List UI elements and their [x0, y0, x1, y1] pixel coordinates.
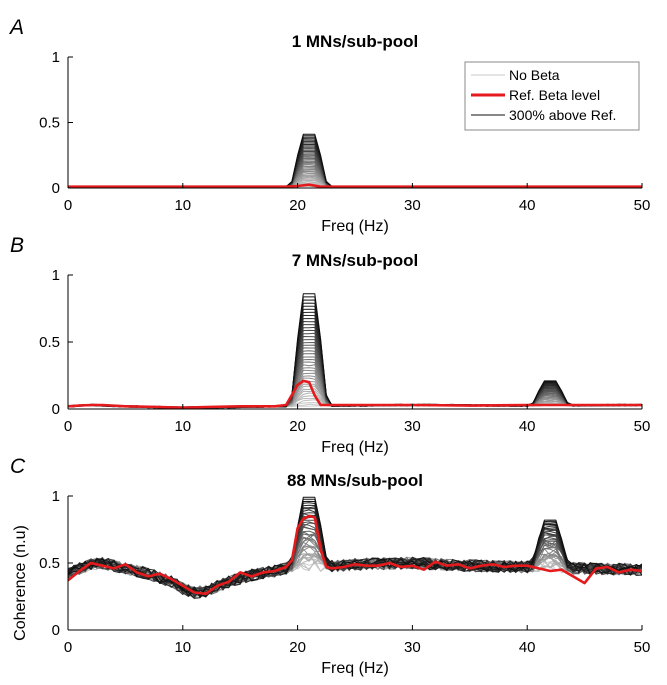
- y-tick-label: 0.5: [39, 115, 60, 132]
- coherence-curve: [68, 155, 642, 188]
- plot-area: [68, 133, 642, 188]
- coherence-curve: [68, 136, 642, 188]
- coherence-curve: [68, 163, 642, 188]
- x-tick-label: 50: [634, 197, 651, 214]
- coherence-curve: [68, 157, 642, 188]
- x-tick-label: 50: [634, 639, 651, 656]
- x-tick-label: 40: [519, 418, 536, 435]
- coherence-curve: [68, 135, 642, 188]
- coherence-curve: [68, 152, 642, 188]
- y-tick-label: 0: [52, 401, 60, 418]
- coherence-curve: [68, 496, 642, 599]
- x-tick-label: 0: [64, 639, 72, 656]
- y-tick-label: 1: [52, 488, 60, 505]
- coherence-curve: [68, 133, 642, 188]
- legend-label: Ref. Beta level: [509, 87, 600, 103]
- x-tick-label: 30: [404, 197, 421, 214]
- x-tick-label: 20: [289, 639, 306, 656]
- x-tick-label: 10: [174, 639, 191, 656]
- x-tick-label: 10: [174, 197, 191, 214]
- legend-label: 300% above Ref.: [509, 107, 616, 123]
- x-axis-label: Freq (Hz): [321, 218, 389, 235]
- x-tick-label: 20: [289, 197, 306, 214]
- coherence-curve: [68, 143, 642, 188]
- y-tick-label: 0: [52, 180, 60, 197]
- x-tick-label: 30: [404, 639, 421, 656]
- x-axis-label: Freq (Hz): [321, 439, 389, 456]
- coherence-curve: [68, 512, 642, 592]
- panel-letter: A: [8, 16, 24, 39]
- plot-area: [68, 496, 642, 599]
- x-tick-label: 40: [519, 197, 536, 214]
- y-tick-label: 1: [52, 267, 60, 284]
- coherence-curve: [68, 142, 642, 188]
- coherence-curve: [68, 161, 642, 188]
- x-tick-label: 50: [634, 418, 651, 435]
- y-tick-label: 0.5: [39, 334, 60, 351]
- coherence-curve: [68, 169, 642, 188]
- ref-beta-line: [68, 514, 642, 596]
- coherence-curve: [68, 160, 642, 188]
- coherence-curve: [68, 138, 642, 188]
- coherence-curve: [68, 149, 642, 188]
- legend: No Beta Ref. Beta level 300% above Ref.: [464, 61, 640, 131]
- coherence-curve: [68, 141, 642, 188]
- coherence-curve: [68, 153, 642, 188]
- x-tick-label: 20: [289, 418, 306, 435]
- coherence-curve: [68, 172, 642, 188]
- coherence-curve: [68, 145, 642, 188]
- panel-letter: B: [10, 234, 24, 257]
- coherence-curve: [68, 170, 642, 188]
- x-axis-label: Freq (Hz): [321, 660, 389, 677]
- y-axis-label: Coherence (n.u): [12, 525, 29, 641]
- coherence-curve: [68, 167, 642, 188]
- coherence-curve: [68, 156, 642, 188]
- panel-c: C 88 MNs/sub-pool 0 10 20 30 40 50 0 0.5 1 Freq (Hz…: [10, 455, 650, 677]
- x-tick-label: 10: [174, 418, 191, 435]
- panel-title: 88 MNs/sub-pool: [287, 471, 423, 490]
- ref-beta-line: [68, 183, 642, 188]
- x-tick-label: 0: [64, 418, 72, 435]
- legend-label: No Beta: [509, 67, 560, 83]
- coherence-curve: [68, 159, 642, 188]
- coherence-curve: [68, 498, 642, 597]
- y-tick-label: 0: [52, 622, 60, 639]
- x-tick-label: 30: [404, 418, 421, 435]
- x-tick-label: 0: [64, 197, 72, 214]
- coherence-curve: [68, 165, 642, 188]
- panel-b: B 7 MNs/sub-pool 0 10 20 30 40 50 0 0.5 1 Freq (Hz): [10, 234, 650, 456]
- plot-area: [68, 293, 642, 409]
- coherence-curve: [68, 164, 642, 188]
- y-tick-label: 0.5: [39, 555, 60, 572]
- coherence-curve: [68, 139, 642, 188]
- panel-title: 7 MNs/sub-pool: [292, 251, 419, 270]
- panel-letter: C: [10, 455, 26, 478]
- coherence-curve: [68, 148, 642, 188]
- panel-a: A 1 MNs/sub-pool 0 10 20 30 40 50 0 0.5 1 Freq (Hz)…: [8, 16, 650, 235]
- ref-beta-line: [68, 379, 642, 409]
- coherence-curve: [68, 174, 642, 188]
- panel-title: 1 MNs/sub-pool: [292, 32, 419, 51]
- coherence-curve: [68, 173, 642, 188]
- coherence-curve: [68, 151, 642, 188]
- coherence-curve: [68, 146, 642, 188]
- y-tick-label: 1: [52, 49, 60, 66]
- x-tick-label: 40: [519, 639, 536, 656]
- coherence-curve: [68, 168, 642, 188]
